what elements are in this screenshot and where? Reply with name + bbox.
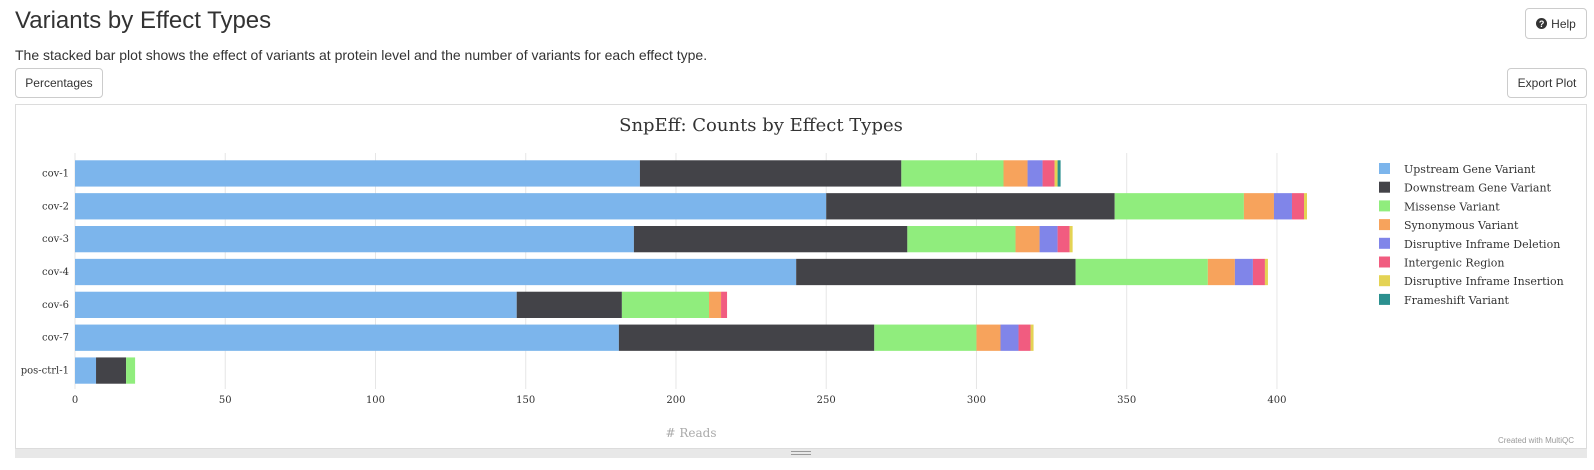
bar-segment[interactable] bbox=[1057, 160, 1061, 187]
export-plot-button[interactable]: Export Plot bbox=[1507, 68, 1587, 98]
percentages-button[interactable]: Percentages bbox=[15, 68, 103, 98]
x-tick-label: 200 bbox=[666, 395, 685, 406]
question-circle-icon: ? bbox=[1536, 18, 1548, 29]
legend-swatch[interactable] bbox=[1379, 293, 1390, 305]
bar-segment[interactable] bbox=[1003, 160, 1028, 187]
stacked-bar-chart: SnpEff: Counts by Effect Types 0 50 100 150 2… bbox=[21, 115, 1564, 440]
y-category-label: cov-2 bbox=[42, 201, 69, 212]
legend-swatch[interactable] bbox=[1379, 256, 1390, 268]
bar-segment[interactable] bbox=[1252, 258, 1265, 286]
x-tick-label: 50 bbox=[219, 395, 232, 406]
bar-segment[interactable] bbox=[621, 291, 710, 318]
bar-segment[interactable] bbox=[1114, 193, 1244, 220]
bar-segment[interactable] bbox=[901, 160, 1004, 187]
bar-segment[interactable] bbox=[75, 193, 827, 220]
bar-segment[interactable] bbox=[75, 291, 517, 318]
plot-container: SnpEff: Counts by Effect Types 0 50 100 150 2… bbox=[15, 104, 1587, 456]
legend-item[interactable]: Frameshift Variant bbox=[1404, 294, 1510, 307]
legend-item[interactable]: Upstream Gene Variant bbox=[1404, 163, 1536, 176]
page-title: Variants by Effect Types bbox=[15, 7, 272, 34]
bar-segment[interactable] bbox=[1039, 226, 1058, 253]
x-tick-label: 250 bbox=[817, 395, 836, 406]
bar-segment[interactable] bbox=[75, 258, 797, 286]
bar-segment[interactable] bbox=[976, 324, 1001, 351]
plot-resize-handle[interactable] bbox=[15, 448, 1587, 458]
bar-segment[interactable] bbox=[1207, 258, 1235, 286]
y-category-label: cov-6 bbox=[42, 300, 69, 311]
bar-segment[interactable] bbox=[633, 226, 908, 253]
percentages-button-label: Percentages bbox=[25, 76, 93, 90]
bar-segment[interactable] bbox=[1018, 324, 1031, 351]
bar-segment[interactable] bbox=[1264, 258, 1268, 286]
bar-segment[interactable] bbox=[75, 324, 619, 351]
bar-segment[interactable] bbox=[1075, 258, 1208, 286]
help-button[interactable]: ? Help bbox=[1525, 8, 1587, 39]
legend-swatch[interactable] bbox=[1379, 200, 1390, 212]
bar-segment[interactable] bbox=[1042, 160, 1055, 187]
resize-grip-icon bbox=[791, 451, 811, 455]
bar-segment[interactable] bbox=[907, 226, 1016, 253]
bar-segment[interactable] bbox=[709, 291, 722, 318]
bar-segment[interactable] bbox=[1303, 193, 1307, 220]
bar-segment[interactable] bbox=[826, 193, 1115, 220]
bar-segment[interactable] bbox=[1027, 160, 1043, 187]
legend-item[interactable]: Missense Variant bbox=[1404, 200, 1500, 213]
bar-segment[interactable] bbox=[516, 291, 622, 318]
bar-segment[interactable] bbox=[1273, 193, 1292, 220]
bar-segment[interactable] bbox=[75, 357, 97, 384]
bar-segment[interactable] bbox=[1234, 258, 1253, 286]
bar-segment[interactable] bbox=[1030, 324, 1034, 351]
legend-item[interactable]: Disruptive Inframe Insertion bbox=[1404, 275, 1564, 288]
export-plot-button-label: Export Plot bbox=[1517, 76, 1577, 90]
bar-segment[interactable] bbox=[618, 324, 875, 351]
legend-item[interactable]: Disruptive Inframe Deletion bbox=[1404, 238, 1560, 251]
credits-text: Created with MultiQC bbox=[1497, 436, 1574, 445]
x-axis-label: # Reads bbox=[666, 426, 717, 440]
x-tick-label: 0 bbox=[72, 395, 78, 406]
legend-swatch[interactable] bbox=[1379, 219, 1390, 231]
bar-segment[interactable] bbox=[1057, 226, 1070, 253]
help-button-label: Help bbox=[1551, 16, 1576, 31]
legend-item[interactable]: Intergenic Region bbox=[1404, 257, 1505, 270]
legend-item[interactable]: Synonymous Variant bbox=[1404, 219, 1519, 232]
bar-segment[interactable] bbox=[1243, 193, 1274, 220]
bar-segment[interactable] bbox=[96, 357, 127, 384]
x-tick-label: 100 bbox=[366, 395, 385, 406]
chart-title: SnpEff: Counts by Effect Types bbox=[619, 115, 903, 136]
bar-segment[interactable] bbox=[126, 357, 136, 384]
y-category-label: cov-7 bbox=[42, 333, 69, 344]
bar-segment[interactable] bbox=[1069, 226, 1073, 253]
bar-segment[interactable] bbox=[639, 160, 902, 187]
bar-segment[interactable] bbox=[874, 324, 977, 351]
legend-swatch[interactable] bbox=[1379, 181, 1390, 193]
bar-segment[interactable] bbox=[1000, 324, 1019, 351]
x-tick-label: 350 bbox=[1117, 395, 1136, 406]
y-category-label: cov-4 bbox=[42, 267, 69, 278]
bar-segment[interactable] bbox=[796, 258, 1076, 286]
legend-swatch[interactable] bbox=[1379, 275, 1390, 287]
bar-segment[interactable] bbox=[75, 226, 634, 253]
bar-segment[interactable] bbox=[1015, 226, 1040, 253]
legend-swatch[interactable] bbox=[1379, 163, 1390, 174]
y-category-label: cov-1 bbox=[42, 168, 69, 179]
bar-segment[interactable] bbox=[1291, 193, 1304, 220]
x-tick-label: 400 bbox=[1267, 395, 1286, 406]
legend-swatch[interactable] bbox=[1379, 237, 1390, 249]
bar-segment[interactable] bbox=[75, 160, 640, 187]
bar-segment[interactable] bbox=[1054, 160, 1058, 187]
plot-description: The stacked bar plot shows the effect of… bbox=[15, 47, 708, 63]
x-tick-label: 150 bbox=[516, 395, 535, 406]
y-category-label: cov-3 bbox=[42, 234, 69, 245]
y-category-label: pos-ctrl-1 bbox=[21, 366, 69, 377]
legend-item[interactable]: Downstream Gene Variant bbox=[1404, 182, 1552, 195]
bar-segment[interactable] bbox=[721, 291, 728, 318]
x-tick-label: 300 bbox=[967, 395, 986, 406]
